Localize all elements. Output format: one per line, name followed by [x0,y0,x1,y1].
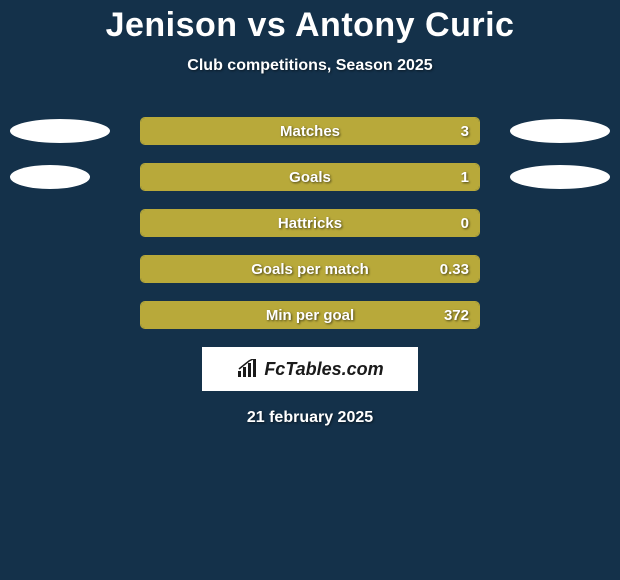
stat-row: Goals per match0.33 [0,255,620,283]
stat-bar: Min per goal372 [140,301,480,329]
stat-bar-fill [141,118,479,144]
page-title: Jenison vs Antony Curic [0,0,620,45]
decorative-ellipse [510,119,610,143]
stat-bar-fill [141,302,479,328]
stat-bar-fill [141,210,479,236]
logo-box: FcTables.com [202,347,418,391]
subtitle: Club competitions, Season 2025 [0,57,620,75]
stat-bar: Goals1 [140,163,480,191]
stat-row: Matches3 [0,117,620,145]
stat-bar-fill [141,164,479,190]
decorative-ellipse [510,165,610,189]
stat-bar: Matches3 [140,117,480,145]
fctables-logo: FcTables.com [236,359,383,380]
stat-bar: Goals per match0.33 [140,255,480,283]
stats-container: Matches3 Goals1 Hattricks0 Goals per match0… [0,117,620,329]
decorative-ellipse [10,165,90,189]
chart-icon [236,359,260,379]
logo-text: FcTables.com [264,359,383,380]
stat-bar: Hattricks0 [140,209,480,237]
decorative-ellipse [10,119,110,143]
stat-row: Hattricks0 [0,209,620,237]
stat-row: Min per goal372 [0,301,620,329]
date-text: 21 february 2025 [0,409,620,427]
stat-row: Goals1 [0,163,620,191]
stat-bar-fill [141,256,479,282]
